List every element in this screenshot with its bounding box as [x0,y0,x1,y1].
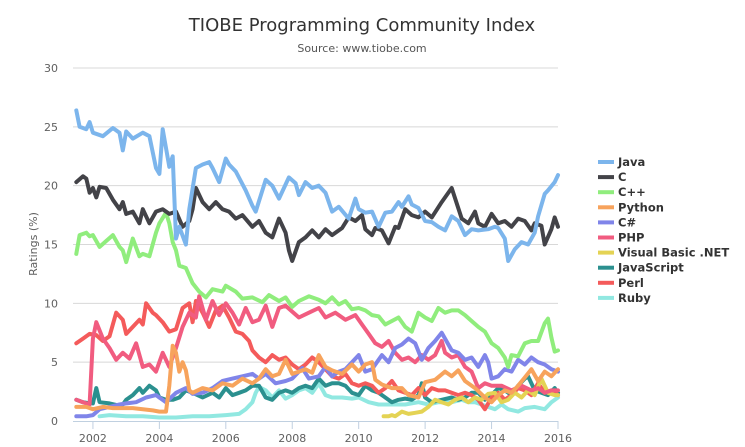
legend-label: Visual Basic .NET [618,246,729,260]
legend-label: C# [618,215,636,229]
x-axis: 2002 2004 2006 2008 2010 2012 2014 2016 [73,421,572,445]
series-line-ruby[interactable] [97,381,560,420]
x-tick-label: 2002 [79,432,107,445]
legend-item[interactable]: C [598,170,626,184]
legend-item[interactable]: C++ [598,185,646,199]
y-tick-label: 0 [51,415,58,428]
y-axis-ticks: 0 5 10 15 20 25 30 [44,62,58,428]
series-line-c[interactable] [74,174,560,263]
chart-title: TIOBE Programming Community Index [188,15,536,36]
legend-item[interactable]: JavaScript [598,261,684,275]
legend-item[interactable]: PHP [598,231,644,245]
y-tick-label: 5 [51,356,58,369]
x-tick-label: 2004 [145,432,173,445]
legend-label: Python [618,200,664,214]
legend-label: C [618,170,626,184]
y-axis-label: Ratings (%) [27,212,40,276]
series-line-java[interactable] [74,108,560,263]
legend-item[interactable]: Perl [598,276,644,290]
legend-label: Ruby [618,291,651,305]
legend-item[interactable]: Java [598,155,645,169]
series-line-javascript[interactable] [74,374,560,408]
legend-item[interactable]: Ruby [598,291,651,305]
series-line-python[interactable] [74,343,560,414]
y-tick-label: 15 [44,239,58,252]
y-tick-label: 20 [44,180,58,193]
legend-item[interactable]: C# [598,215,636,229]
series-line-c[interactable] [74,210,560,369]
x-tick-label: 2008 [278,432,306,445]
y-tick-label: 10 [44,297,58,310]
y-tick-label: 25 [44,121,58,134]
legend-label: Java [617,155,645,169]
legend-label: JavaScript [617,261,684,275]
x-tick-label: 2010 [345,432,373,445]
legend-label: Perl [618,276,644,290]
legend-item[interactable]: Visual Basic .NET [598,246,729,260]
legend-label: C++ [618,185,646,199]
x-tick-label: 2016 [544,432,572,445]
legend-item[interactable]: Python [598,200,664,214]
x-tick-label: 2006 [212,432,240,445]
x-tick-label: 2012 [411,432,439,445]
legend-label: PHP [618,231,644,245]
series-lines [74,108,560,420]
y-tick-label: 30 [44,62,58,75]
chart-subtitle: Source: www.tiobe.com [297,42,426,55]
series-line-php[interactable] [74,294,560,407]
x-tick-label: 2014 [478,432,506,445]
